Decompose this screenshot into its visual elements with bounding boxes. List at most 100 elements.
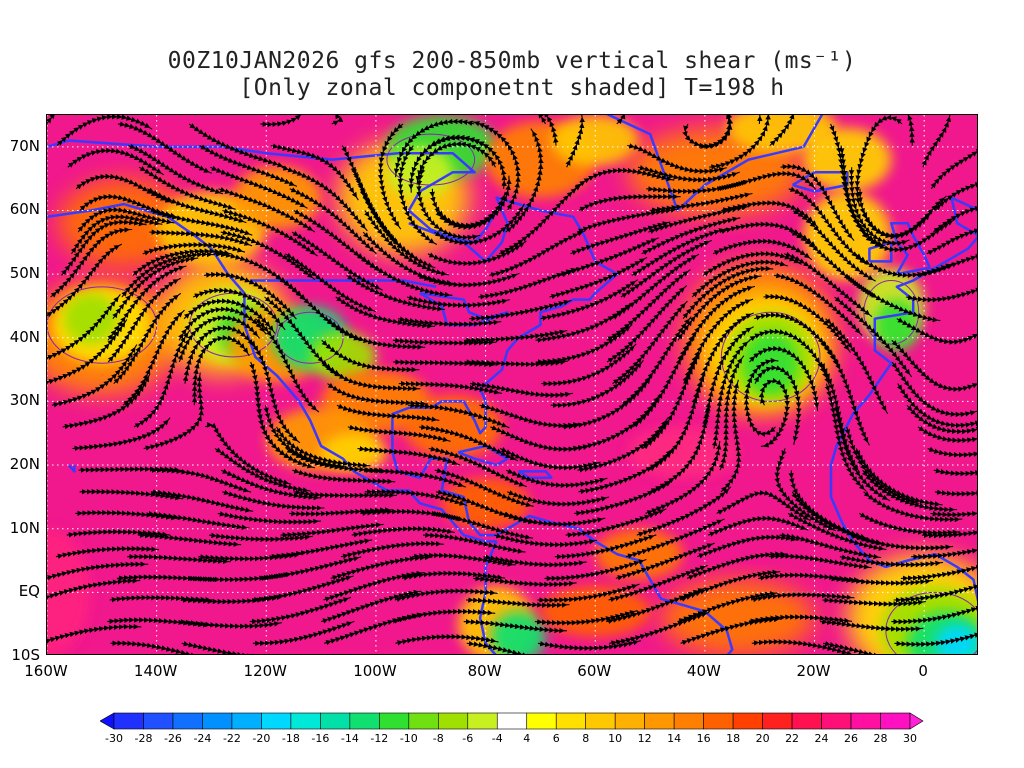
chart-title: 00Z10JAN2026 gfs 200-850mb vertical shea… — [167, 48, 857, 74]
colorbar-swatch — [320, 712, 351, 730]
colorbar-swatch — [496, 712, 528, 730]
streamline — [505, 128, 544, 233]
streamline — [204, 422, 292, 485]
colorbar-swatch — [143, 712, 174, 730]
colorbar-tick-label: -22 — [222, 732, 241, 745]
streamline — [891, 605, 977, 625]
streamline — [907, 115, 915, 146]
colorbar-tick-label: 12 — [637, 732, 652, 745]
lon-tick-label: 0 — [918, 662, 928, 680]
streamline — [483, 554, 587, 568]
streamline — [471, 120, 521, 211]
streamline — [682, 115, 733, 149]
colorbar-swatch — [379, 712, 410, 730]
colorbar-tick-label: 6 — [552, 732, 560, 745]
streamline — [377, 123, 404, 230]
shear-blob — [63, 293, 119, 345]
streamline — [473, 575, 577, 588]
colorbar-tick-label: 8 — [582, 732, 590, 745]
lon-tick-label: 80W — [467, 662, 502, 680]
colorbar-swatch — [555, 712, 587, 730]
streamline — [181, 641, 283, 654]
streamline — [466, 640, 547, 654]
lon-tick-label: 100W — [353, 662, 397, 680]
coastline — [67, 464, 76, 473]
colorbar-left-triangle — [100, 712, 115, 730]
colorbar-swatch — [408, 712, 439, 730]
streamline — [479, 403, 581, 429]
colorbar-swatch — [172, 712, 203, 730]
streamline — [933, 468, 977, 477]
streamline — [649, 192, 753, 213]
streamline — [750, 591, 855, 603]
colorbar-swatch — [113, 712, 144, 730]
colorbar-tick-label: -24 — [193, 732, 212, 745]
colorbar-tick-label: -12 — [370, 732, 389, 745]
colorbar-right-triangle — [909, 712, 924, 730]
colorbar-tick-label: -4 — [491, 732, 503, 745]
shear-map — [46, 114, 978, 655]
lat-tick-label: 60N — [9, 200, 40, 219]
colorbar-tick-label: -10 — [399, 732, 418, 745]
streamline — [616, 115, 626, 125]
streamline — [331, 115, 344, 126]
colorbar-swatch — [614, 712, 645, 730]
streamline — [538, 115, 547, 125]
streamline — [178, 619, 282, 630]
colorbar-tick-label: -8 — [432, 732, 444, 745]
colorbar-tick-label: -14 — [340, 732, 359, 745]
colorbar-tick-label: 24 — [814, 732, 829, 745]
streamline — [217, 511, 322, 525]
map-canvas — [47, 115, 977, 654]
streamline — [465, 597, 570, 609]
colorbar-tick-label: 10 — [608, 732, 623, 745]
lat-tick-label: 30N — [9, 391, 40, 410]
streamline — [463, 618, 567, 634]
colorbar-tick-label: 22 — [785, 732, 800, 745]
lon-tick-label: 120W — [243, 662, 288, 680]
streamline — [911, 548, 977, 560]
colorbar-tick-label: 28 — [873, 732, 888, 745]
colorbar-tick-label: -20 — [252, 732, 271, 745]
lon-tick-label: 60W — [577, 662, 612, 680]
colorbar-swatch — [349, 712, 380, 730]
streamline — [819, 619, 924, 632]
streamline — [930, 148, 977, 190]
streamline — [927, 446, 977, 458]
colorbar-swatch — [467, 712, 498, 730]
streamline — [137, 532, 242, 547]
shear-blob — [595, 528, 683, 580]
streamline — [900, 564, 977, 582]
chart-subtitle: [Only zonal componetnt shaded] T=198 h — [239, 75, 785, 101]
streamline — [565, 115, 586, 168]
streamline — [469, 381, 573, 398]
streamline — [757, 115, 763, 124]
streamline — [56, 115, 153, 146]
streamline — [55, 545, 160, 559]
streamline — [896, 317, 977, 345]
colorbar-swatch — [644, 712, 675, 730]
colorbar-swatch — [791, 712, 822, 730]
streamline — [47, 115, 55, 125]
streamline — [327, 382, 429, 407]
colorbar-tick-label: -26 — [163, 732, 182, 745]
streamline — [260, 115, 301, 128]
streamline — [769, 115, 795, 147]
lat-tick-label: 70N — [9, 136, 40, 155]
streamline — [627, 143, 727, 175]
colorbar-swatch — [290, 712, 321, 730]
streamline — [544, 115, 559, 146]
streamline — [894, 632, 977, 648]
colorbar-swatch — [821, 712, 852, 730]
colorbar-tick-label: 18 — [726, 732, 741, 745]
lon-tick-label: 40W — [686, 662, 721, 680]
colorbar-swatch — [261, 712, 292, 730]
colorbar — [100, 712, 924, 730]
colorbar-swatch — [732, 712, 763, 730]
streamline — [839, 554, 944, 568]
lat-tick-label: 20N — [9, 455, 40, 474]
lat-tick-label: 10S — [11, 646, 40, 664]
streamline — [341, 145, 400, 246]
colorbar-tick-label: 26 — [844, 732, 859, 745]
streamline — [419, 424, 519, 462]
